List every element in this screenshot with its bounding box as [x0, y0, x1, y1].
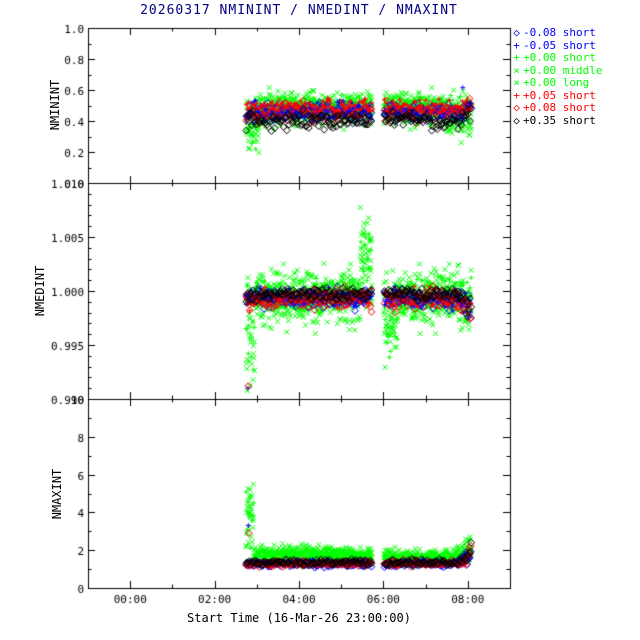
y-axis-label-nmaxint: NMAXINT [50, 468, 64, 520]
legend-item-0: ◇ -0.08 short [510, 26, 640, 40]
legend-label: +0.35 short [523, 113, 596, 127]
legend-item-3: × +0.00 middle [510, 63, 640, 78]
legend: ◇ -0.08 short + -0.05 short + +0.00 short ×… [510, 26, 640, 128]
cross-marker-icon: × [513, 76, 520, 89]
legend-label: +0.00 long [523, 76, 590, 89]
legend-item-4: × +0.00 long [510, 76, 640, 90]
y-axis-label-nmedint: NMEDINT [33, 265, 47, 317]
diamond-marker-icon: ◇ [513, 101, 520, 114]
cross-marker-icon: × [513, 63, 520, 77]
legend-item-7: ◇ +0.35 short [510, 113, 640, 128]
plus-marker-icon: + [513, 38, 520, 52]
legend-label: -0.08 short [523, 26, 596, 39]
legend-label: -0.05 short [523, 38, 596, 52]
chart-title: 20260317 NMININT / NMEDINT / NMAXINT [140, 3, 458, 18]
legend-label: +0.08 short [523, 101, 596, 114]
legend-label: +0.05 short [523, 88, 596, 102]
diamond-marker-icon: ◇ [513, 26, 520, 39]
plus-marker-icon: + [513, 88, 520, 102]
legend-label: +0.00 short [523, 51, 596, 64]
legend-item-5: + +0.05 short [510, 88, 640, 103]
legend-item-2: + +0.00 short [510, 51, 640, 65]
plus-marker-icon: + [513, 51, 520, 64]
legend-item-1: + -0.05 short [510, 38, 640, 53]
y-axis-label-nminint: NMININT [48, 79, 62, 131]
x-axis-title: Start Time (16-Mar-26 23:00:00) [187, 611, 411, 625]
legend-item-6: ◇ +0.08 short [510, 101, 640, 115]
legend-label: +0.00 middle [523, 63, 603, 77]
diamond-marker-icon: ◇ [513, 113, 520, 127]
